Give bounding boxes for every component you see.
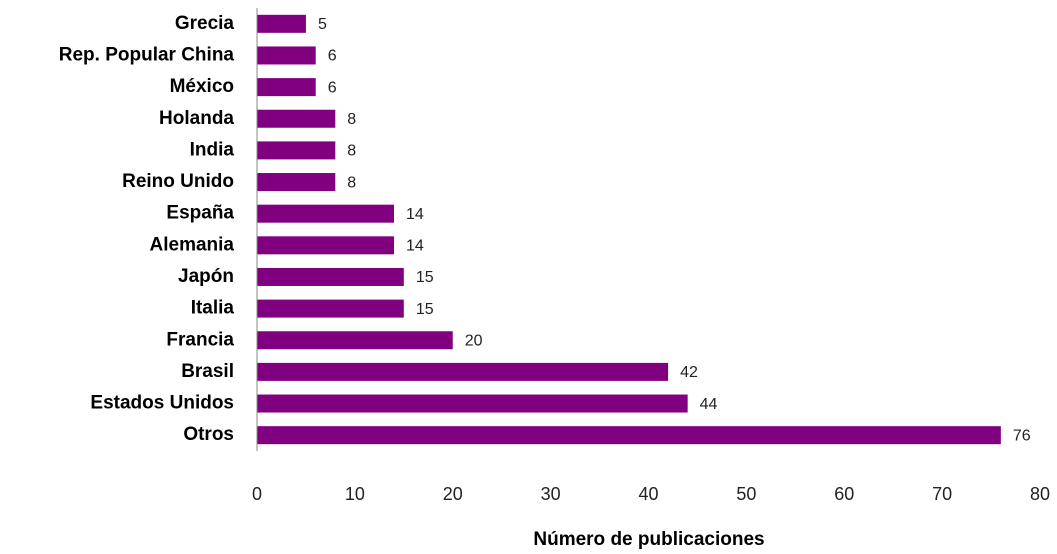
- x-tick-label: 40: [638, 484, 658, 504]
- x-tick-label: 80: [1030, 484, 1050, 504]
- value-label: 42: [680, 364, 698, 381]
- value-label: 76: [1013, 427, 1031, 444]
- x-tick-label: 60: [834, 484, 854, 504]
- x-tick-label: 20: [443, 484, 463, 504]
- bar: [257, 78, 316, 97]
- x-tick-label: 0: [252, 484, 262, 504]
- value-label: 15: [416, 269, 434, 286]
- y-tick-label: Francia: [166, 329, 234, 350]
- bar: [257, 331, 453, 350]
- value-label: 14: [406, 238, 424, 255]
- y-tick-label: Reino Unido: [122, 171, 234, 192]
- value-label: 8: [347, 143, 356, 160]
- x-tick-label: 50: [736, 484, 756, 504]
- y-tick-label: México: [170, 76, 234, 97]
- x-tick-label: 30: [541, 484, 561, 504]
- x-axis-title: Número de publicaciones: [533, 529, 764, 550]
- y-tick-label: Brasil: [181, 361, 234, 382]
- y-tick-label: Italia: [191, 298, 235, 319]
- bar: [257, 426, 1001, 445]
- x-tick-label: 10: [345, 484, 365, 504]
- value-label: 44: [700, 396, 718, 413]
- y-tick-label: España: [166, 203, 234, 224]
- bar: [257, 46, 316, 65]
- bar: [257, 267, 404, 286]
- bar: [257, 362, 669, 381]
- y-tick-label: Grecia: [175, 13, 235, 34]
- bar: [257, 14, 306, 33]
- bar: [257, 394, 688, 413]
- value-label: 8: [347, 111, 356, 128]
- value-label: 15: [416, 301, 434, 318]
- value-label: 8: [347, 174, 356, 191]
- y-tick-label: India: [190, 139, 235, 160]
- value-label: 14: [406, 206, 424, 223]
- bar: [257, 109, 336, 128]
- bar: [257, 141, 336, 160]
- bar: [257, 173, 336, 192]
- value-label: 5: [318, 16, 327, 33]
- y-tick-label: Holanda: [159, 108, 234, 129]
- y-tick-label: Rep. Popular China: [59, 44, 235, 65]
- x-tick-label: 70: [932, 484, 952, 504]
- value-label: 20: [465, 332, 483, 349]
- bar: [257, 204, 395, 223]
- y-tick-label: Otros: [183, 424, 234, 445]
- value-label: 6: [328, 79, 337, 96]
- y-tick-label: Estados Unidos: [90, 393, 234, 414]
- bar: [257, 299, 404, 318]
- bar: [257, 236, 395, 255]
- y-tick-label: Japón: [178, 266, 234, 287]
- value-label: 6: [328, 48, 337, 65]
- y-tick-label: Alemania: [150, 234, 235, 255]
